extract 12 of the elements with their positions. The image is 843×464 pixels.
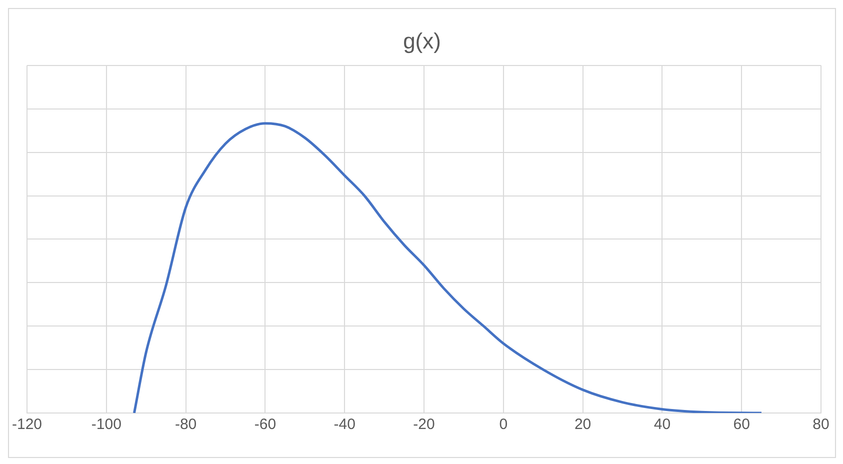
x-tick-label: 20 (574, 416, 592, 434)
x-tick-label: 80 (812, 416, 830, 434)
chart-title: g(x) (403, 28, 441, 54)
x-tick-label: 60 (733, 416, 750, 434)
x-tick-label: -40 (334, 416, 356, 434)
x-tick-label: -20 (413, 416, 435, 434)
x-tick-label: -60 (254, 416, 276, 434)
x-tick-label: -80 (174, 416, 197, 434)
x-tick-label: -100 (91, 416, 122, 434)
x-tick-label: -120 (12, 416, 42, 434)
x-tick-label: 0 (499, 416, 508, 434)
x-tick-label: 40 (654, 416, 671, 434)
